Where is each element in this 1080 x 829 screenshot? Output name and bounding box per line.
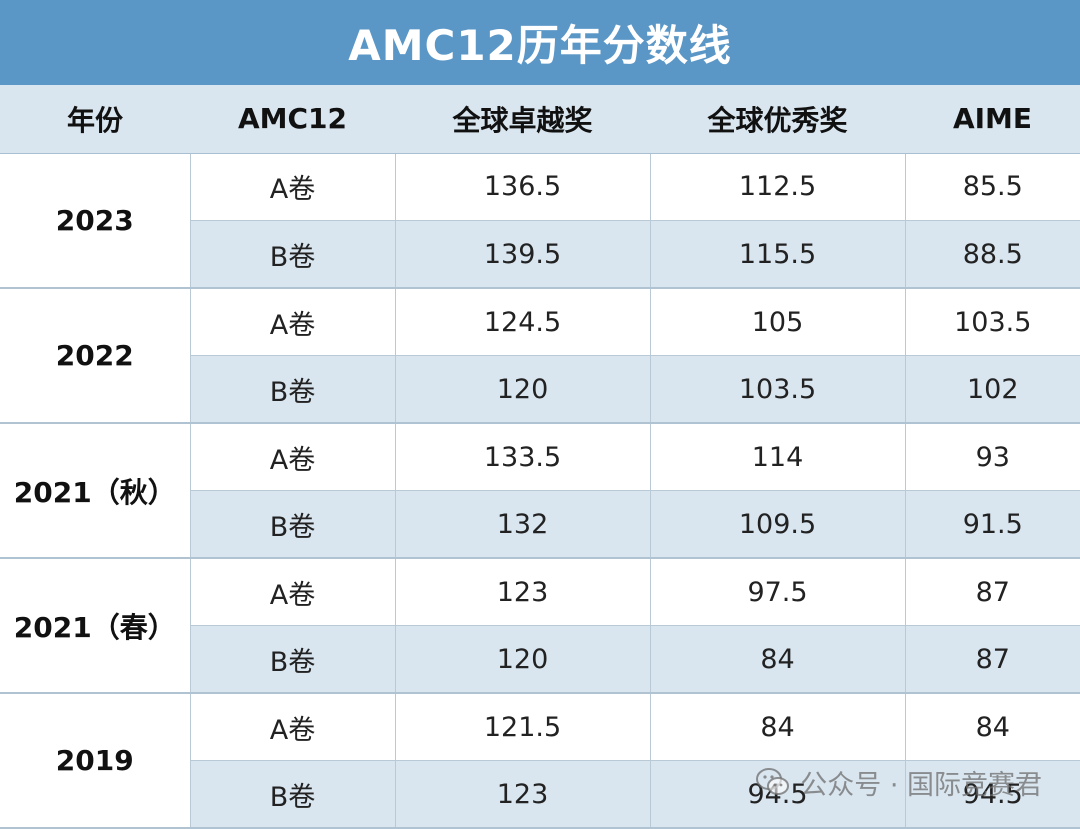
distinction-cell: 123 — [395, 760, 651, 829]
year-cell: 2023 — [0, 153, 191, 289]
paper-cell: A卷 — [190, 423, 396, 491]
table-row: B卷 120 103.5 102 — [0, 355, 1080, 424]
honor-cell: 112.5 — [650, 153, 906, 221]
header-year: 年份 — [0, 85, 190, 154]
aime-cell: 87 — [905, 625, 1080, 694]
year-cell: 2019 — [0, 693, 191, 829]
distinction-cell: 123 — [395, 558, 651, 626]
aime-cell: 84 — [905, 693, 1080, 761]
distinction-cell: 120 — [395, 625, 651, 694]
header-aime: AIME — [905, 85, 1080, 154]
year-cell: 2021（春） — [0, 558, 191, 694]
header-row: 年份 AMC12 全球卓越奖 全球优秀奖 AIME — [0, 85, 1080, 154]
year-cell: 2022 — [0, 288, 191, 424]
distinction-cell: 139.5 — [395, 220, 651, 289]
score-table: 年份 AMC12 全球卓越奖 全球优秀奖 AIME 2023 A卷 136.5 … — [0, 85, 1080, 829]
distinction-cell: 133.5 — [395, 423, 651, 491]
table-row: 2021（春） A卷 123 97.5 87 — [0, 558, 1080, 694]
watermark: 公众号 · 国际竞赛君 — [756, 762, 1042, 802]
aime-cell: 87 — [905, 558, 1080, 626]
honor-cell: 109.5 — [650, 490, 906, 559]
honor-cell: 105 — [650, 288, 906, 356]
header-honor: 全球优秀奖 — [650, 85, 905, 154]
table-row: 2021（秋） A卷 133.5 114 93 — [0, 423, 1080, 559]
paper-cell: B卷 — [190, 355, 396, 424]
aime-cell: 93 — [905, 423, 1080, 491]
watermark-text: 公众号 · 国际竞赛君 — [800, 769, 1042, 801]
paper-cell: A卷 — [190, 693, 396, 761]
paper-cell: A卷 — [190, 288, 396, 356]
table-row: 2022 A卷 124.5 105 103.5 — [0, 288, 1080, 424]
paper-cell: A卷 — [190, 558, 396, 626]
honor-cell: 103.5 — [650, 355, 906, 424]
honor-cell: 84 — [650, 693, 906, 761]
table-row: B卷 139.5 115.5 88.5 — [0, 220, 1080, 289]
honor-cell: 84 — [650, 625, 906, 694]
paper-cell: A卷 — [190, 153, 396, 221]
table-row: B卷 120 84 87 — [0, 625, 1080, 694]
table-title: AMC12历年分数线 — [0, 0, 1080, 85]
aime-cell: 102 — [905, 355, 1080, 424]
distinction-cell: 124.5 — [395, 288, 651, 356]
aime-cell: 88.5 — [905, 220, 1080, 289]
distinction-cell: 120 — [395, 355, 651, 424]
table-row: 2019 A卷 121.5 84 84 — [0, 693, 1080, 829]
header-amc12: AMC12 — [190, 85, 395, 154]
table-row: 2023 A卷 136.5 112.5 85.5 — [0, 153, 1080, 289]
header-distinction: 全球卓越奖 — [395, 85, 650, 154]
paper-cell: B卷 — [190, 220, 396, 289]
honor-cell: 114 — [650, 423, 906, 491]
aime-cell: 91.5 — [905, 490, 1080, 559]
honor-cell: 115.5 — [650, 220, 906, 289]
paper-cell: B卷 — [190, 490, 396, 559]
distinction-cell: 121.5 — [395, 693, 651, 761]
paper-cell: B卷 — [190, 625, 396, 694]
honor-cell: 97.5 — [650, 558, 906, 626]
distinction-cell: 136.5 — [395, 153, 651, 221]
aime-cell: 94.5 — [905, 760, 1080, 829]
wechat-icon — [756, 768, 790, 795]
aime-cell: 103.5 — [905, 288, 1080, 356]
table-row: B卷 132 109.5 91.5 — [0, 490, 1080, 559]
aime-cell: 85.5 — [905, 153, 1080, 221]
paper-cell: B卷 — [190, 760, 396, 829]
distinction-cell: 132 — [395, 490, 651, 559]
year-cell: 2021（秋） — [0, 423, 191, 559]
